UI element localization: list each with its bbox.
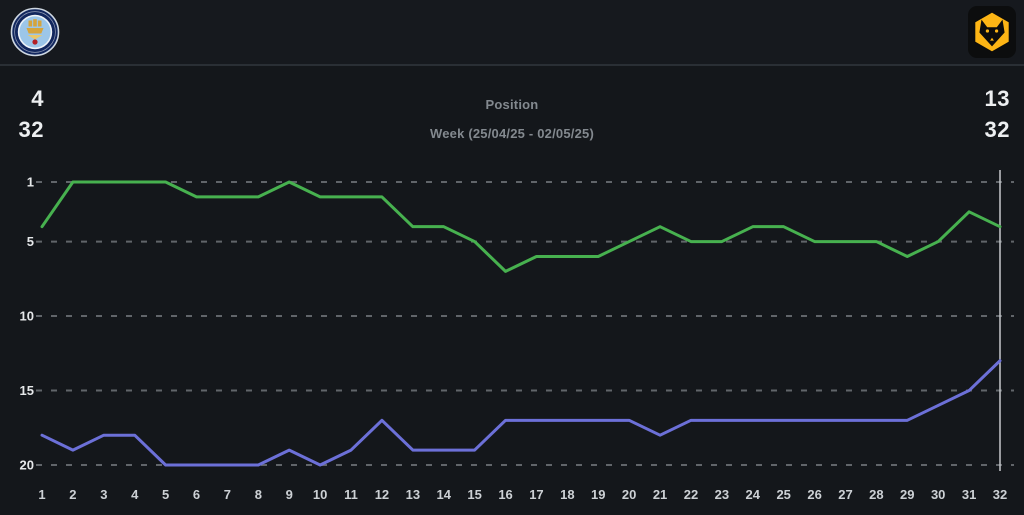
x-tick-label: 19 [591,487,605,502]
week-range-label: Week (25/04/25 - 02/05/25) [430,126,594,141]
x-tick-label: 2 [69,487,76,502]
x-tick-label: 24 [746,487,761,502]
series-line-manchester-city [40,180,1002,273]
away-team-readout: 13 32 [985,83,1010,145]
x-tick-label: 7 [224,487,231,502]
x-tick-label: 6 [193,487,200,502]
team-badges-bar [0,0,1024,66]
x-tick-label: 3 [100,487,107,502]
y-tick-label: 5 [27,234,34,249]
x-tick-label: 15 [467,487,481,502]
x-tick-label: 28 [869,487,883,502]
x-tick-label: 27 [838,487,852,502]
x-tick-label: 26 [807,487,821,502]
home-week-value: 32 [18,117,44,142]
x-tick-label: 14 [437,487,452,502]
x-tick-label: 9 [286,487,293,502]
position-label: Position [485,97,539,112]
x-tick-label: 17 [529,487,543,502]
x-tick-label: 30 [931,487,945,502]
x-tick-label: 21 [653,487,667,502]
x-tick-label: 32 [993,487,1007,502]
y-tick-label: 1 [27,175,34,190]
x-tick-label: 29 [900,487,914,502]
x-tick-label: 18 [560,487,574,502]
x-tick-label: 25 [776,487,790,502]
x-tick-label: 5 [162,487,169,502]
x-tick-label: 8 [255,487,262,502]
wolves-badge-tile [968,6,1016,58]
x-tick-label: 12 [375,487,389,502]
y-tick-label: 10 [20,309,34,324]
home-position-value: 4 [31,86,44,111]
wolves-badge-icon [973,11,1011,53]
manchester-city-badge-icon [10,7,60,57]
x-tick-label: 31 [962,487,976,502]
x-tick-label: 23 [715,487,729,502]
series-line-wolves [40,359,1002,467]
x-tick-label: 13 [406,487,420,502]
home-team-readout: 4 32 [0,83,44,145]
x-tick-label: 20 [622,487,636,502]
away-position-value: 13 [984,86,1010,111]
x-tick-label: 22 [684,487,698,502]
x-tick-label: 4 [131,487,139,502]
x-tick-label: 10 [313,487,327,502]
x-tick-label: 1 [38,487,45,502]
y-tick-label: 20 [20,458,34,473]
readout-labels: Position Week (25/04/25 - 02/05/25) [0,90,1024,148]
away-week-value: 32 [984,117,1010,142]
x-tick-label: 11 [344,487,358,502]
y-tick-label: 15 [20,383,34,398]
x-tick-label: 16 [498,487,512,502]
